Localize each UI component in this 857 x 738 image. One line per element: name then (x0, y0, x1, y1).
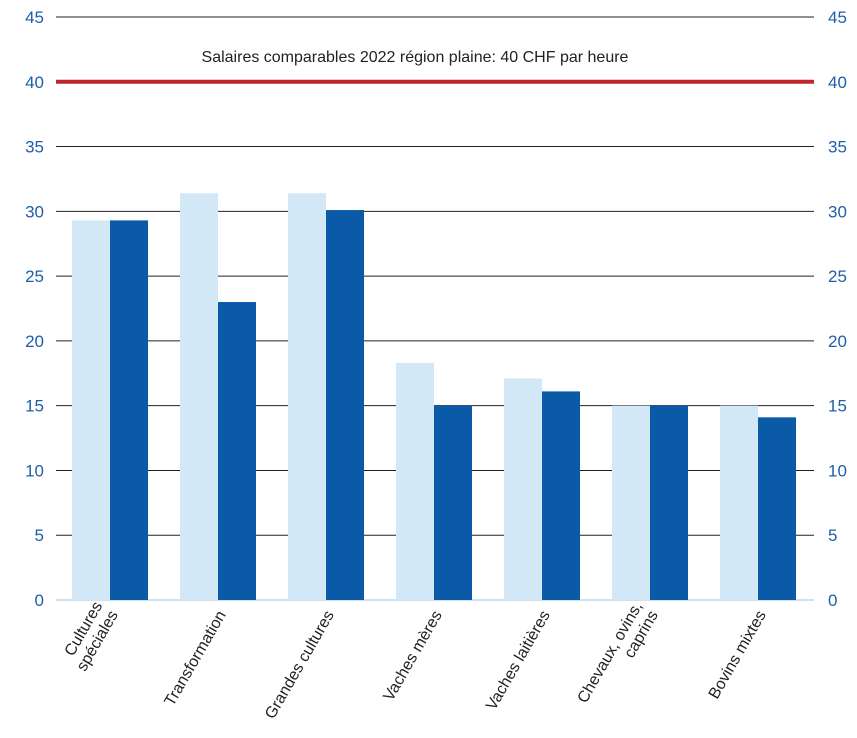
reference-line-label: Salaires comparables 2022 région plaine:… (202, 49, 629, 66)
x-category-line: Transformation (162, 608, 230, 709)
y-tick-right: 30 (828, 202, 847, 221)
x-category-label: Vaches mères (381, 608, 446, 704)
x-category-line: Vaches laitières (483, 608, 554, 713)
y-tick-right: 25 (828, 267, 847, 286)
bar-series-1 (720, 405, 758, 600)
y-tick-right: 0 (828, 591, 837, 610)
x-category-label: Vaches laitières (483, 608, 554, 713)
y-tick-right: 15 (828, 397, 847, 416)
y-tick-left: 35 (25, 138, 44, 157)
y-tick-right: 5 (828, 526, 837, 545)
bar-series-1 (612, 405, 650, 600)
y-tick-right: 20 (828, 332, 847, 351)
bar-series-1 (72, 220, 110, 600)
x-category-label: Chevaux, ovins,caprins (575, 599, 662, 706)
bars (72, 193, 796, 600)
y-tick-left: 15 (25, 397, 44, 416)
x-category-label: Grandes cultures (262, 608, 338, 722)
bar-series-1 (396, 362, 434, 600)
x-category-label: Bovins mixtes (706, 608, 770, 702)
y-tick-left: 10 (25, 461, 44, 480)
y-axis-ticks: 0 0 5 5 10 10 15 15 20 20 25 25 30 30 35 35 40 40 45 45 (25, 8, 847, 610)
bar-series-2 (218, 302, 256, 600)
x-category-label: Transformation (162, 608, 230, 709)
y-tick-left: 30 (25, 202, 44, 221)
y-tick-right: 40 (828, 73, 847, 92)
y-tick-right: 35 (828, 138, 847, 157)
y-tick-left: 40 (25, 73, 44, 92)
x-category-line: Grandes cultures (262, 608, 338, 722)
x-category-line: Bovins mixtes (706, 608, 770, 702)
y-tick-left: 5 (35, 526, 44, 545)
y-tick-left: 45 (25, 8, 44, 27)
bar-series-1 (288, 193, 326, 600)
bar-series-2 (758, 417, 796, 600)
y-tick-left: 0 (35, 591, 44, 610)
y-tick-left: 20 (25, 332, 44, 351)
bar-series-2 (434, 405, 472, 600)
bar-series-2 (542, 391, 580, 600)
bar-series-2 (326, 210, 364, 600)
y-tick-left: 25 (25, 267, 44, 286)
bar-series-2 (650, 405, 688, 600)
y-tick-right: 10 (828, 461, 847, 480)
x-category-line: Vaches mères (381, 608, 446, 704)
bar-series-1 (504, 378, 542, 600)
bar-series-1 (180, 193, 218, 600)
bar-series-2 (110, 220, 148, 600)
y-tick-right: 45 (828, 8, 847, 27)
reference-line-group: Salaires comparables 2022 région plaine:… (56, 49, 814, 84)
